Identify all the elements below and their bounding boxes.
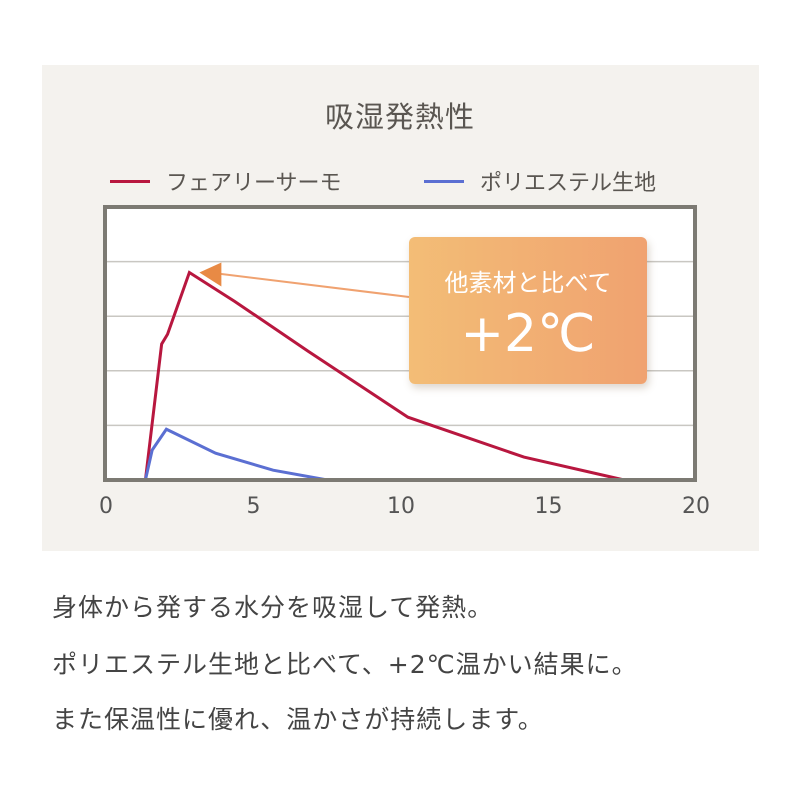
- legend-item-fairy-thermo: フェアリーサーモ: [110, 165, 342, 197]
- x-tick-label: 10: [387, 494, 415, 519]
- annotation-callout: 他素材と比べて +2℃: [409, 237, 647, 384]
- legend-swatch: [110, 179, 150, 183]
- description-line: また保温性に優れ、温かさが持続します。: [52, 705, 544, 734]
- series-line-1: [143, 270, 625, 482]
- series-line-2: [143, 427, 328, 482]
- x-tick-label: 0: [99, 494, 113, 519]
- annotation-arrow-line: [217, 272, 410, 298]
- legend-label: ポリエステル生地: [480, 171, 657, 196]
- description-line: 身体から発する水分を吸湿して発熱。: [52, 593, 494, 622]
- description-line: ポリエステル生地と比べて、+2℃温かい結果に。: [52, 650, 638, 679]
- annotation-line1: 他素材と比べて: [444, 269, 612, 297]
- legend-label: フェアリーサーモ: [166, 171, 342, 196]
- annotation-arrowhead-icon: [199, 262, 222, 287]
- plot-frame: [103, 205, 697, 482]
- x-tick-label: 5: [247, 494, 261, 519]
- legend-swatch: [424, 179, 464, 183]
- x-tick-label: 20: [682, 494, 710, 519]
- annotation-line2: +2℃: [460, 304, 596, 364]
- legend-item-polyester: ポリエステル生地: [424, 165, 656, 197]
- x-tick-label: 15: [535, 494, 563, 519]
- chart-title: 吸湿発熱性: [324, 100, 475, 134]
